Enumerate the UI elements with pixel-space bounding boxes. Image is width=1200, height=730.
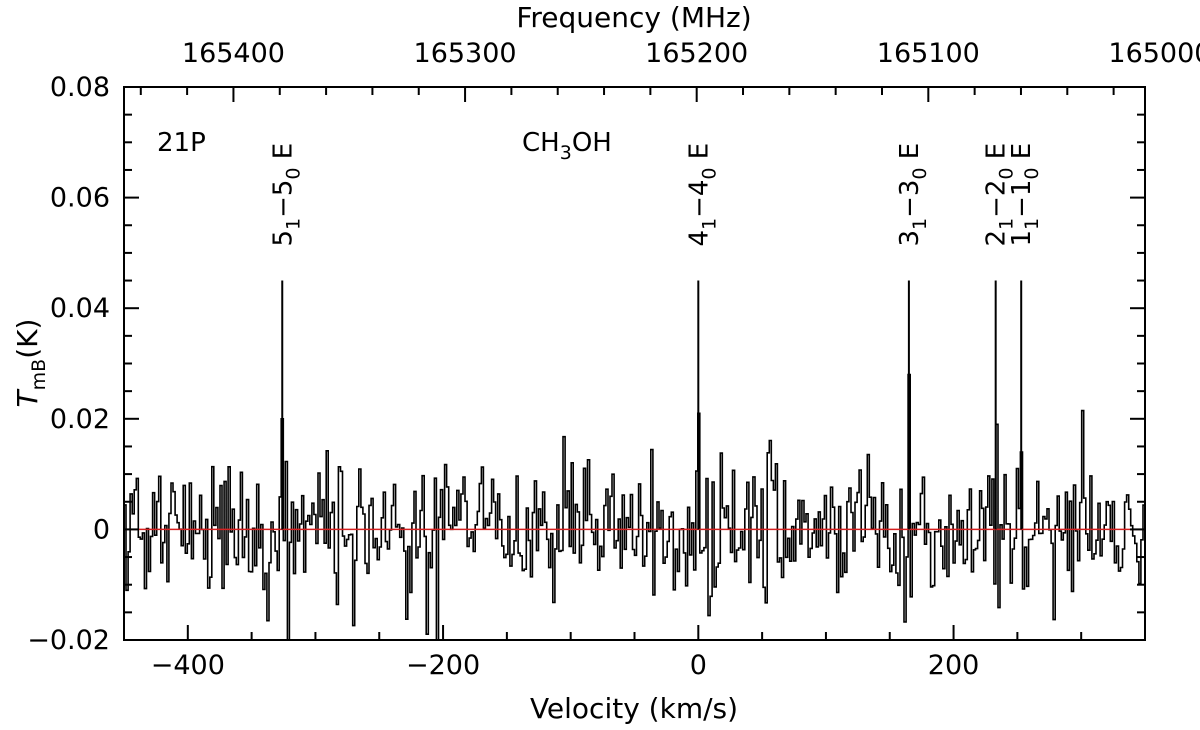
molecule-label: CH3OH [522,128,612,164]
molecule-base: CH [522,128,560,158]
molecule-rest: OH [572,128,612,158]
spectrum-histogram [124,373,1145,640]
spectrum-trace [124,373,1145,640]
top-tick-label: 165400 [182,38,285,69]
x-tick-label: −200 [406,650,480,681]
y-tick-label: 0.06 [50,183,110,214]
y-axis-title-main: T [11,388,44,407]
top-tick-label: 165000 [1108,38,1200,69]
top-tick-label: 165100 [877,38,980,69]
y-tick-label: −0.02 [27,625,110,656]
x-tick-label: 0 [690,650,707,681]
transition-label: 11−10 E [1007,143,1043,247]
molecule-sub: 3 [560,142,572,164]
x-tick-label: 200 [928,650,980,681]
y-tick-label: 0 [93,514,110,545]
y-tick-label: 0.02 [50,404,110,435]
y-tick-label: 0.08 [50,72,110,103]
x-tick-label: −400 [151,650,225,681]
y-axis-title-sub: mB [28,359,50,391]
y-tick-label: 0.04 [50,293,110,324]
source-label: 21P [157,128,206,158]
transition-label: 21−20 E [982,143,1018,247]
transition-label: 51−50 E [268,143,304,247]
top-tick-label: 165300 [414,38,517,69]
x-axis-title: Velocity (km/s) [530,692,738,725]
transition-label: 41−40 E [684,143,720,247]
y-axis-title: TmB(K) [11,319,50,408]
top-axis-title: Frequency (MHz) [516,1,751,34]
y-axis-title-unit: (K) [11,319,44,359]
line-markers: 51−50 E 41−40 E 31−30 E 21−20 E11−10 E [268,143,1043,530]
axis-ticks: −400 −200 0 200 −0.02 0 0.02 0.04 0.06 0.08 165400… [27,38,1200,681]
top-tick-label: 165200 [645,38,748,69]
transition-label: 31−30 E [895,143,931,247]
